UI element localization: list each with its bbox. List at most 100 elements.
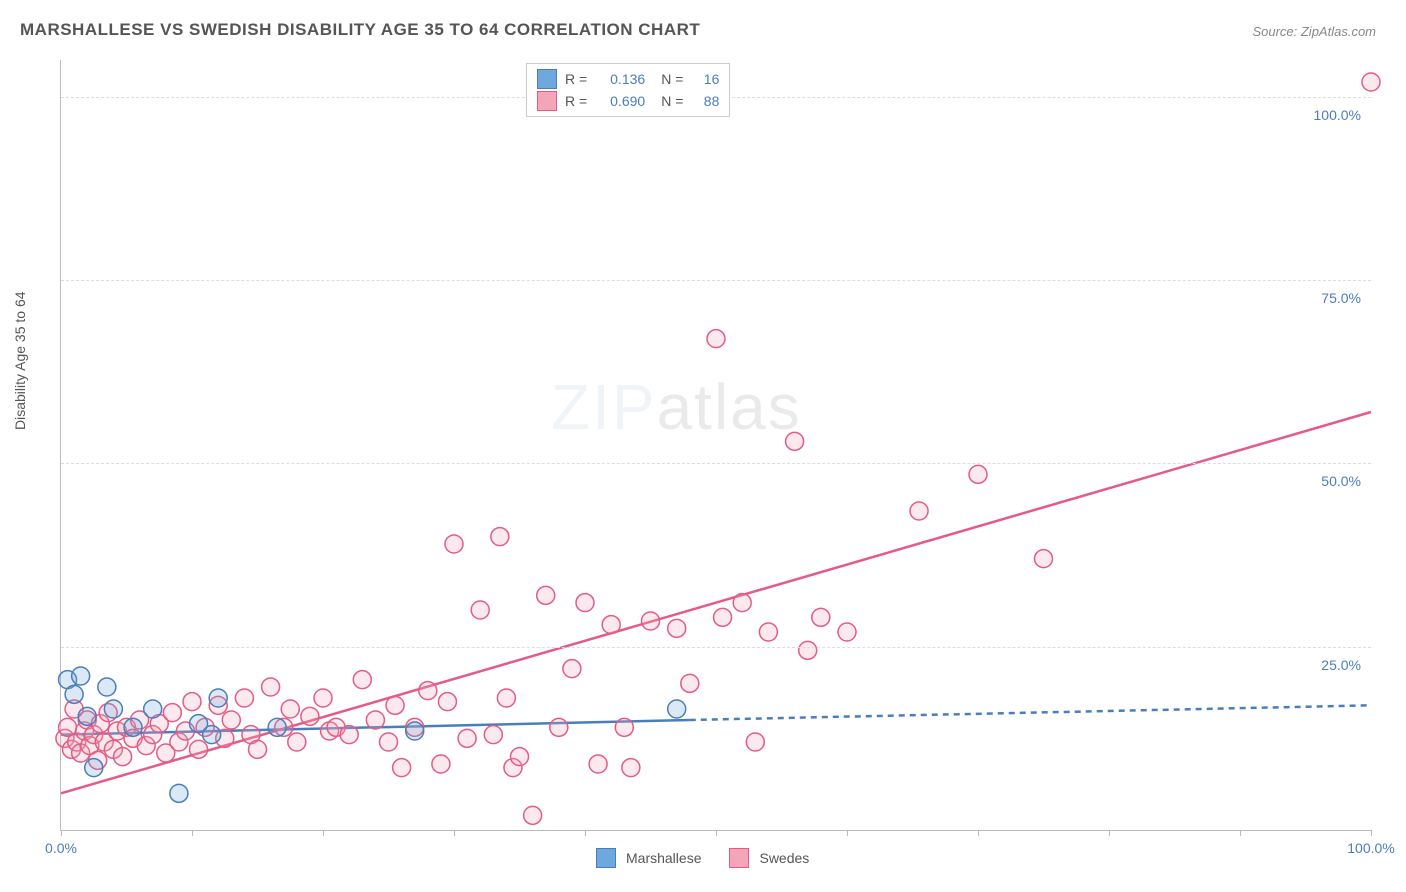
data-point bbox=[438, 693, 456, 711]
data-point bbox=[812, 608, 830, 626]
legend-r-label: R = bbox=[565, 71, 587, 87]
legend-r-value: 0.690 bbox=[595, 93, 645, 109]
data-point bbox=[491, 528, 509, 546]
gridline bbox=[61, 280, 1371, 281]
x-tick bbox=[1109, 830, 1110, 836]
data-point bbox=[668, 619, 686, 637]
data-point bbox=[268, 718, 286, 736]
data-point bbox=[353, 671, 371, 689]
data-point bbox=[714, 608, 732, 626]
data-point bbox=[1362, 73, 1380, 91]
x-tick bbox=[1371, 830, 1372, 836]
data-point bbox=[497, 689, 515, 707]
legend-row: R = 0.690 N = 88 bbox=[537, 90, 719, 112]
x-tick bbox=[323, 830, 324, 836]
y-axis-label: Disability Age 35 to 64 bbox=[12, 291, 28, 430]
legend-n-value: 16 bbox=[691, 71, 719, 87]
legend-series: MarshalleseSwedes bbox=[596, 848, 827, 868]
y-tick-label: 25.0% bbox=[1321, 657, 1361, 673]
legend-series-name: Marshallese bbox=[626, 850, 701, 866]
data-point bbox=[799, 641, 817, 659]
x-tick bbox=[585, 830, 586, 836]
legend-n-label: N = bbox=[661, 71, 683, 87]
legend-row: R = 0.136 N = 16 bbox=[537, 68, 719, 90]
data-point bbox=[1035, 550, 1053, 568]
data-point bbox=[366, 711, 384, 729]
data-point bbox=[249, 740, 267, 758]
legend-swatch bbox=[729, 848, 749, 868]
data-point bbox=[838, 623, 856, 641]
legend-correlation: R = 0.136 N = 16 R = 0.690 N = 88 bbox=[526, 63, 730, 117]
y-tick-label: 75.0% bbox=[1321, 290, 1361, 306]
data-point bbox=[170, 784, 188, 802]
data-point bbox=[432, 755, 450, 773]
x-tick bbox=[978, 830, 979, 836]
data-point bbox=[314, 689, 332, 707]
source-attribution: Source: ZipAtlas.com bbox=[1252, 24, 1376, 39]
data-point bbox=[183, 693, 201, 711]
legend-n-value: 88 bbox=[691, 93, 719, 109]
data-point bbox=[910, 502, 928, 520]
y-tick-label: 100.0% bbox=[1314, 107, 1361, 123]
data-point bbox=[65, 685, 83, 703]
data-point bbox=[707, 330, 725, 348]
legend-swatch bbox=[596, 848, 616, 868]
legend-swatch bbox=[537, 91, 557, 111]
data-point bbox=[642, 612, 660, 630]
x-tick bbox=[454, 830, 455, 836]
data-point bbox=[615, 718, 633, 736]
x-tick bbox=[716, 830, 717, 836]
chart-title: MARSHALLESE VS SWEDISH DISABILITY AGE 35… bbox=[20, 20, 700, 40]
data-point bbox=[386, 696, 404, 714]
data-point bbox=[524, 806, 542, 824]
data-point bbox=[288, 733, 306, 751]
legend-n-label: N = bbox=[661, 93, 683, 109]
data-point bbox=[144, 700, 162, 718]
plot-region: ZIPatlas 25.0%50.0%75.0%100.0%0.0%100.0%… bbox=[60, 60, 1371, 831]
data-point bbox=[209, 689, 227, 707]
scatter-svg bbox=[61, 60, 1371, 830]
data-point bbox=[78, 707, 96, 725]
legend-r-value: 0.136 bbox=[595, 71, 645, 87]
data-point bbox=[235, 689, 253, 707]
data-point bbox=[969, 465, 987, 483]
y-tick-label: 50.0% bbox=[1321, 473, 1361, 489]
x-tick bbox=[847, 830, 848, 836]
data-point bbox=[550, 718, 568, 736]
gridline bbox=[61, 463, 1371, 464]
chart-area: ZIPatlas 25.0%50.0%75.0%100.0%0.0%100.0%… bbox=[60, 60, 1370, 830]
data-point bbox=[681, 674, 699, 692]
data-point bbox=[85, 759, 103, 777]
data-point bbox=[114, 748, 132, 766]
x-tick bbox=[1240, 830, 1241, 836]
data-point bbox=[733, 594, 751, 612]
data-point bbox=[104, 700, 122, 718]
data-point bbox=[576, 594, 594, 612]
data-point bbox=[380, 733, 398, 751]
x-tick bbox=[61, 830, 62, 836]
data-point bbox=[445, 535, 463, 553]
data-point bbox=[340, 726, 358, 744]
data-point bbox=[484, 726, 502, 744]
data-point bbox=[602, 616, 620, 634]
data-point bbox=[393, 759, 411, 777]
data-point bbox=[746, 733, 764, 751]
legend-r-label: R = bbox=[565, 93, 587, 109]
data-point bbox=[203, 726, 221, 744]
data-point bbox=[124, 718, 142, 736]
x-tick bbox=[192, 830, 193, 836]
data-point bbox=[786, 432, 804, 450]
data-point bbox=[190, 740, 208, 758]
data-point bbox=[301, 707, 319, 725]
data-point bbox=[563, 660, 581, 678]
data-point bbox=[537, 586, 555, 604]
data-point bbox=[222, 711, 240, 729]
gridline bbox=[61, 647, 1371, 648]
data-point bbox=[262, 678, 280, 696]
data-point bbox=[419, 682, 437, 700]
data-point bbox=[458, 729, 476, 747]
data-point bbox=[511, 748, 529, 766]
data-point bbox=[589, 755, 607, 773]
data-point bbox=[759, 623, 777, 641]
data-point bbox=[406, 722, 424, 740]
